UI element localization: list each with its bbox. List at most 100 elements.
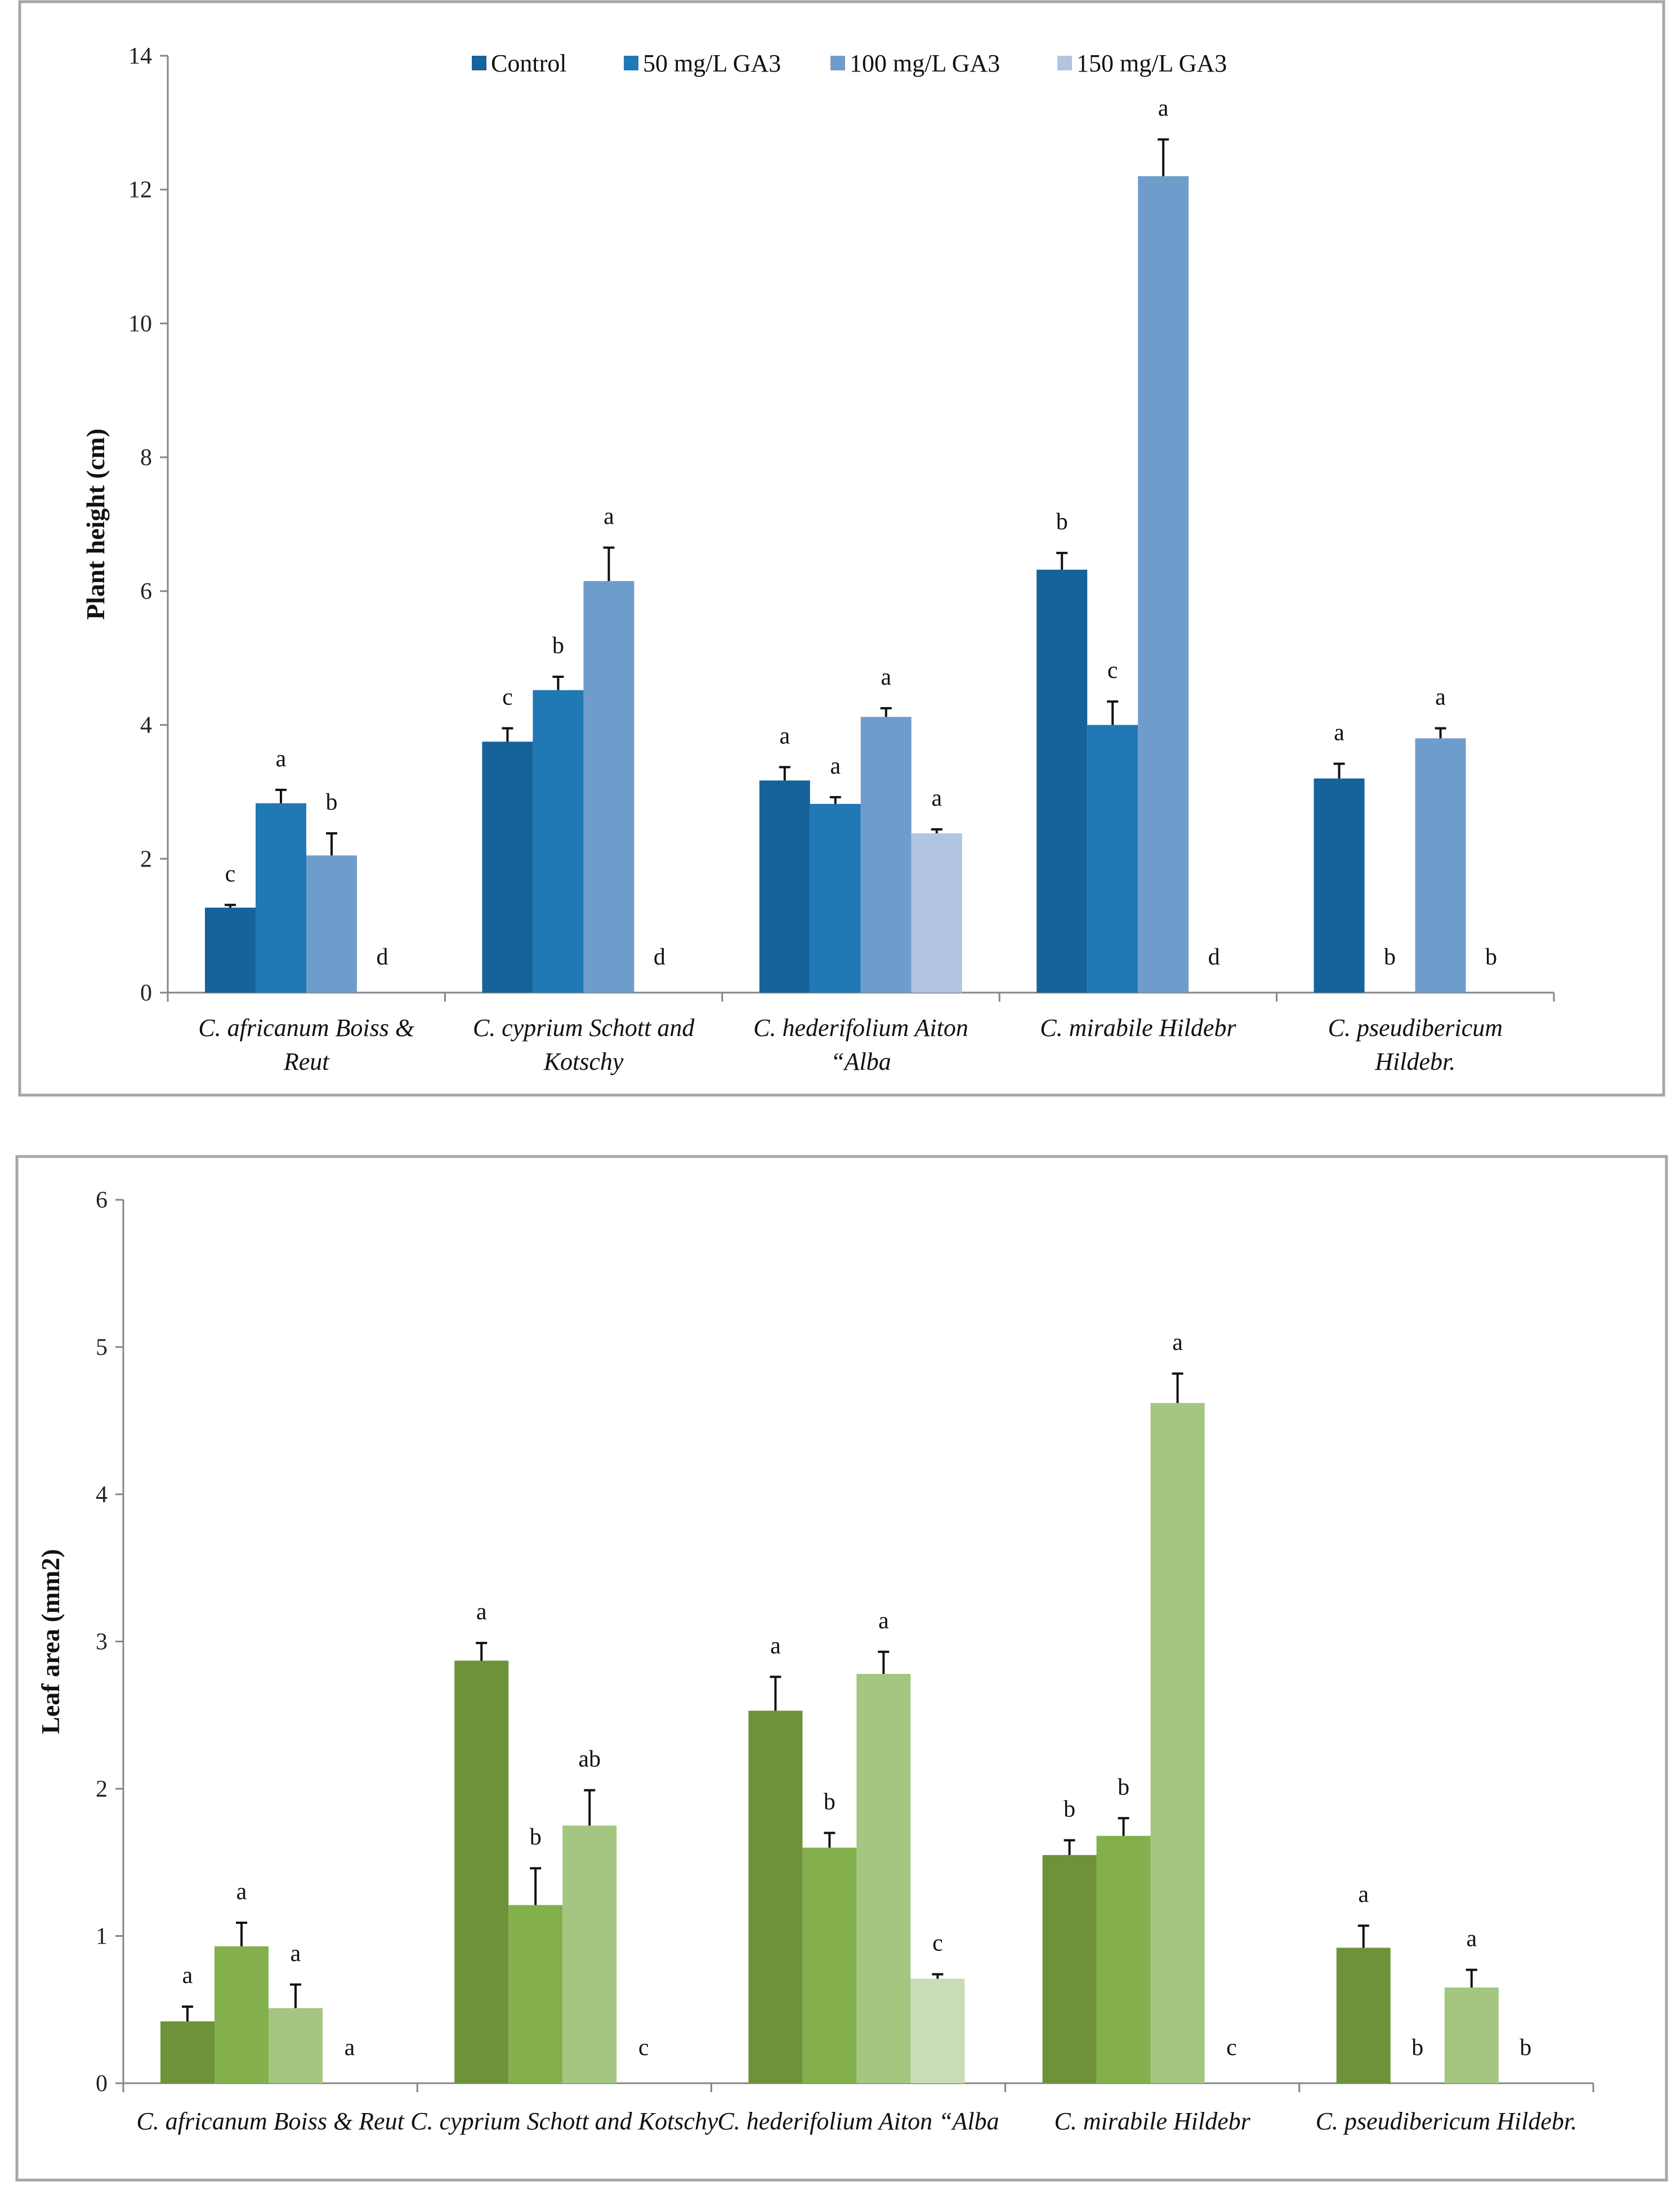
significance-letter: a	[476, 1599, 487, 1625]
legend-label: 150 mg/L GA3	[1076, 50, 1227, 77]
leaf-area-chart: 0 1 2 3 4 5 6 Leaf area (mm2) C. africanum Boiss…	[36, 1187, 1594, 2135]
legend-label: 50 mg/L GA3	[643, 50, 781, 77]
category-label: C. mirabile Hildebr	[1055, 2107, 1251, 2135]
bar	[759, 780, 810, 993]
bar	[1150, 1403, 1205, 2083]
y-axis-title: Plant height (cm)	[81, 428, 110, 620]
category-label: C. hederifolium Aiton	[753, 1014, 968, 1042]
category-label: C. pseudibericum	[1328, 1014, 1503, 1042]
y-tick-label: 5	[96, 1335, 108, 1361]
significance-letter: c	[638, 2035, 649, 2061]
category-label: Hildebr.	[1374, 1048, 1455, 1075]
category-label: C. africanum Boiss & Reut	[136, 2107, 405, 2135]
significance-letter: b	[1520, 2035, 1531, 2061]
bar	[1096, 1835, 1151, 2083]
y-tick-label: 4	[140, 713, 152, 739]
legend-label: 100 mg/L GA3	[850, 50, 1000, 77]
bar	[256, 803, 306, 993]
significance-letter: b	[1411, 2035, 1423, 2061]
bar	[1138, 176, 1189, 993]
legend-label: Control	[491, 50, 566, 77]
bar	[1444, 1987, 1499, 2083]
significance-letter: b	[1384, 944, 1396, 970]
category-label: “Alba	[830, 1048, 891, 1075]
y-tick-label: 14	[128, 43, 152, 69]
bar	[215, 1946, 269, 2083]
bar	[802, 1847, 857, 2083]
bar	[306, 855, 357, 993]
significance-letter: a	[931, 785, 942, 811]
significance-letter: a	[1172, 1330, 1183, 1356]
significance-letter: a	[881, 664, 891, 690]
significance-letter: a	[770, 1633, 781, 1659]
significance-letter: a	[878, 1608, 889, 1634]
significance-letter: ab	[578, 1747, 601, 1772]
significance-letter: b	[326, 789, 338, 815]
category-label: Reut	[283, 1048, 330, 1075]
significance-letter: a	[276, 746, 287, 772]
y-tick-label: 12	[128, 177, 152, 203]
significance-letter: a	[1158, 96, 1169, 122]
y-tick-label: 2	[96, 1776, 108, 1802]
category-label: C. mirabile Hildebr	[1040, 1014, 1236, 1042]
significance-letter: b	[1064, 1797, 1075, 1823]
bar	[508, 1905, 563, 2083]
y-tick-label: 4	[96, 1482, 108, 1508]
significance-letter: a	[291, 1941, 301, 1967]
category-label: C. cyprium Schott and	[473, 1014, 695, 1042]
bar	[160, 2021, 215, 2083]
significance-letter: a	[1435, 685, 1446, 711]
bar	[1336, 1948, 1391, 2083]
significance-letter: c	[225, 861, 236, 887]
y-tick-label: 8	[140, 445, 152, 471]
bar	[860, 717, 912, 993]
significance-letter: a	[830, 753, 841, 779]
category-label: C. hederifolium Aiton “Alba	[717, 2107, 999, 2135]
category-label: C. cyprium Schott and Kotschy	[410, 2107, 718, 2135]
y-tick-label: 2	[140, 846, 152, 872]
significance-letter: a	[345, 2035, 355, 2061]
y-tick-label: 6	[96, 1187, 108, 1213]
bar	[562, 1825, 617, 2083]
significance-letter: a	[779, 723, 790, 749]
legend-swatch	[624, 56, 638, 70]
significance-letter: d	[1208, 944, 1220, 970]
y-tick-label: 1	[96, 1924, 108, 1950]
bar	[269, 2008, 323, 2083]
significance-letter: c	[1226, 2035, 1237, 2061]
significance-letter: d	[654, 944, 665, 970]
significance-letter: c	[1107, 658, 1118, 684]
bar	[205, 908, 256, 993]
bar	[583, 581, 635, 993]
category-label: Kotschy	[543, 1048, 624, 1075]
significance-letter: d	[377, 944, 388, 970]
y-tick-label: 6	[140, 579, 152, 605]
bar	[856, 1674, 911, 2083]
bar	[911, 833, 962, 993]
y-axis-title: Leaf area (mm2)	[36, 1549, 65, 1734]
bar	[1415, 738, 1466, 993]
bar	[454, 1660, 509, 2083]
significance-letter: b	[1118, 1774, 1129, 1800]
bar	[1036, 569, 1088, 993]
significance-letter: b	[824, 1789, 835, 1815]
y-tick-label: 3	[96, 1629, 108, 1655]
significance-letter: c	[932, 1930, 943, 1956]
significance-letter: b	[1485, 944, 1497, 970]
bar	[810, 803, 861, 993]
bar	[1087, 725, 1138, 993]
legend-swatch	[472, 56, 486, 70]
bar	[1042, 1855, 1097, 2083]
significance-letter: c	[502, 685, 513, 711]
significance-letter: b	[552, 633, 564, 659]
bar	[1313, 778, 1365, 993]
legend-swatch	[1057, 56, 1072, 70]
plant-height-chart: 0 2 4 6 8 10 12 14 Plant height (cm) C. africanum…	[81, 43, 1555, 1075]
legend-swatch	[830, 56, 845, 70]
category-label: C. pseudibericum Hildebr.	[1316, 2107, 1577, 2135]
significance-letter: a	[182, 1963, 193, 1989]
y-tick-label: 0	[96, 2071, 108, 2097]
bar	[748, 1710, 803, 2083]
y-tick-label: 0	[140, 980, 152, 1006]
